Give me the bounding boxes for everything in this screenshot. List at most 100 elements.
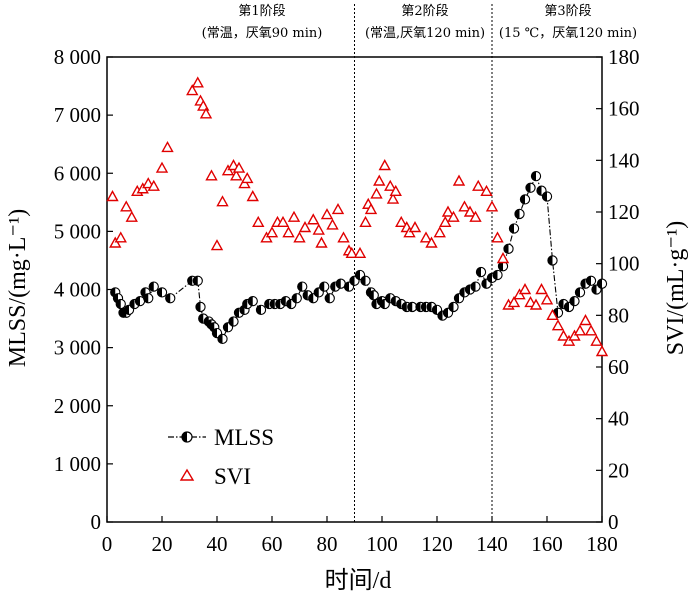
x-tick-label: 60	[262, 532, 283, 556]
svi-point	[210, 239, 224, 251]
mlss-point	[255, 304, 267, 315]
svi-point	[472, 179, 485, 191]
svi-point	[579, 314, 592, 326]
svi-point	[307, 213, 320, 225]
x-axis-title: 时间/d	[325, 567, 392, 594]
y-right-tick-label: 60	[608, 355, 629, 379]
svi-point	[312, 223, 325, 235]
y-left-tick-label: 3 000	[54, 336, 101, 360]
y-left-axis-title: MLSS/(mg·L⁻¹)	[5, 209, 31, 368]
legend-svi: SVI	[179, 464, 251, 489]
x-tick-label: 160	[531, 532, 563, 556]
mlss-point	[195, 301, 206, 313]
y-right-tick-label: 80	[608, 303, 629, 327]
legend-mlss: MLSS	[168, 425, 274, 450]
mlss-point	[324, 293, 335, 304]
svi-point	[155, 161, 169, 173]
mlss-point	[165, 293, 176, 304]
svi-point	[433, 226, 446, 238]
svi-point	[276, 215, 290, 228]
mlss-point	[192, 275, 203, 286]
mlss-point	[508, 223, 520, 234]
legend-svi-marker	[179, 468, 195, 481]
svi-point	[359, 215, 372, 228]
svi-point	[378, 159, 391, 171]
svi-point	[246, 190, 259, 202]
svi-point	[518, 283, 532, 295]
x-tick-label: 120	[421, 532, 453, 556]
svi-point	[364, 202, 378, 215]
mlss-point	[585, 275, 597, 286]
svi-point	[441, 205, 455, 217]
mlss-point	[228, 316, 239, 327]
y-right-tick-label: 20	[608, 458, 629, 482]
svi-point	[293, 231, 306, 243]
mlss-point	[569, 295, 580, 307]
mlss-point	[148, 281, 159, 292]
svi-point	[573, 324, 587, 336]
svi-point	[315, 236, 328, 248]
svi-point	[395, 215, 408, 228]
x-tick-label: 40	[207, 532, 228, 556]
x-tick-label: 80	[317, 532, 338, 556]
svi-point	[320, 208, 334, 220]
mlss-point	[291, 293, 302, 304]
phase-labels: 第1阶段 (常温，厌氧90 min) 第2阶段 (常温,厌氧120 min) 第…	[202, 4, 637, 41]
y-right-tick-label: 160	[608, 97, 640, 121]
svi-point	[345, 246, 358, 259]
svi-point	[370, 187, 383, 199]
svi-point	[485, 200, 499, 212]
svi-point	[265, 226, 279, 238]
svi-point	[282, 226, 295, 238]
mlss-point	[360, 275, 371, 286]
y-right-tick-label: 120	[608, 200, 640, 224]
legend-mlss-marker-fill	[182, 432, 187, 442]
y-left-tick-label: 1 000	[54, 452, 101, 476]
mlss-point	[470, 281, 481, 292]
svi-point	[114, 231, 127, 243]
svi-point	[205, 169, 218, 181]
svi-point	[252, 215, 265, 228]
phase-dividers	[354, 4, 493, 522]
y-left-tick-label: 2 000	[54, 394, 101, 418]
svi-point	[287, 210, 301, 222]
svi-point	[540, 293, 554, 305]
y-left-tick-label: 4 000	[54, 278, 101, 302]
svi-point	[161, 140, 174, 153]
mlss-point	[547, 255, 558, 266]
mlss-point	[319, 281, 330, 292]
svi-point	[120, 200, 133, 212]
svi-point	[507, 295, 521, 308]
mlss-point	[297, 281, 308, 292]
y-right-tick-label: 100	[608, 252, 640, 276]
svi-point	[353, 246, 367, 259]
y-right-tick-label: 0	[608, 510, 619, 534]
svi-point	[425, 236, 438, 248]
svi-point	[551, 319, 565, 331]
mlss-point	[492, 269, 503, 281]
mlss-point	[222, 322, 234, 333]
mlss-point	[134, 295, 146, 307]
mlss-point	[475, 266, 487, 278]
mlss-point	[497, 261, 509, 272]
mlss-point	[525, 182, 536, 193]
svi-point	[298, 221, 312, 233]
svi-point	[373, 174, 386, 186]
svi-point	[106, 190, 119, 202]
svi-point	[584, 324, 598, 336]
svi-point	[590, 334, 603, 346]
svi-point	[199, 107, 213, 119]
svi-point	[458, 200, 471, 212]
y-left-tick-label: 0	[91, 510, 102, 534]
y-right-axis-title: SVI/(mL·g⁻¹)	[663, 221, 689, 356]
svi-point	[337, 231, 350, 243]
phase-2-title: 第2阶段	[401, 4, 448, 19]
y-right-tick-label: 140	[608, 148, 640, 172]
phase-1-title: 第1阶段	[238, 4, 285, 19]
svi-point	[529, 298, 543, 310]
phase-3-condition: (15 ℃，厌氧120 min)	[499, 26, 637, 41]
svi-point	[535, 283, 548, 295]
